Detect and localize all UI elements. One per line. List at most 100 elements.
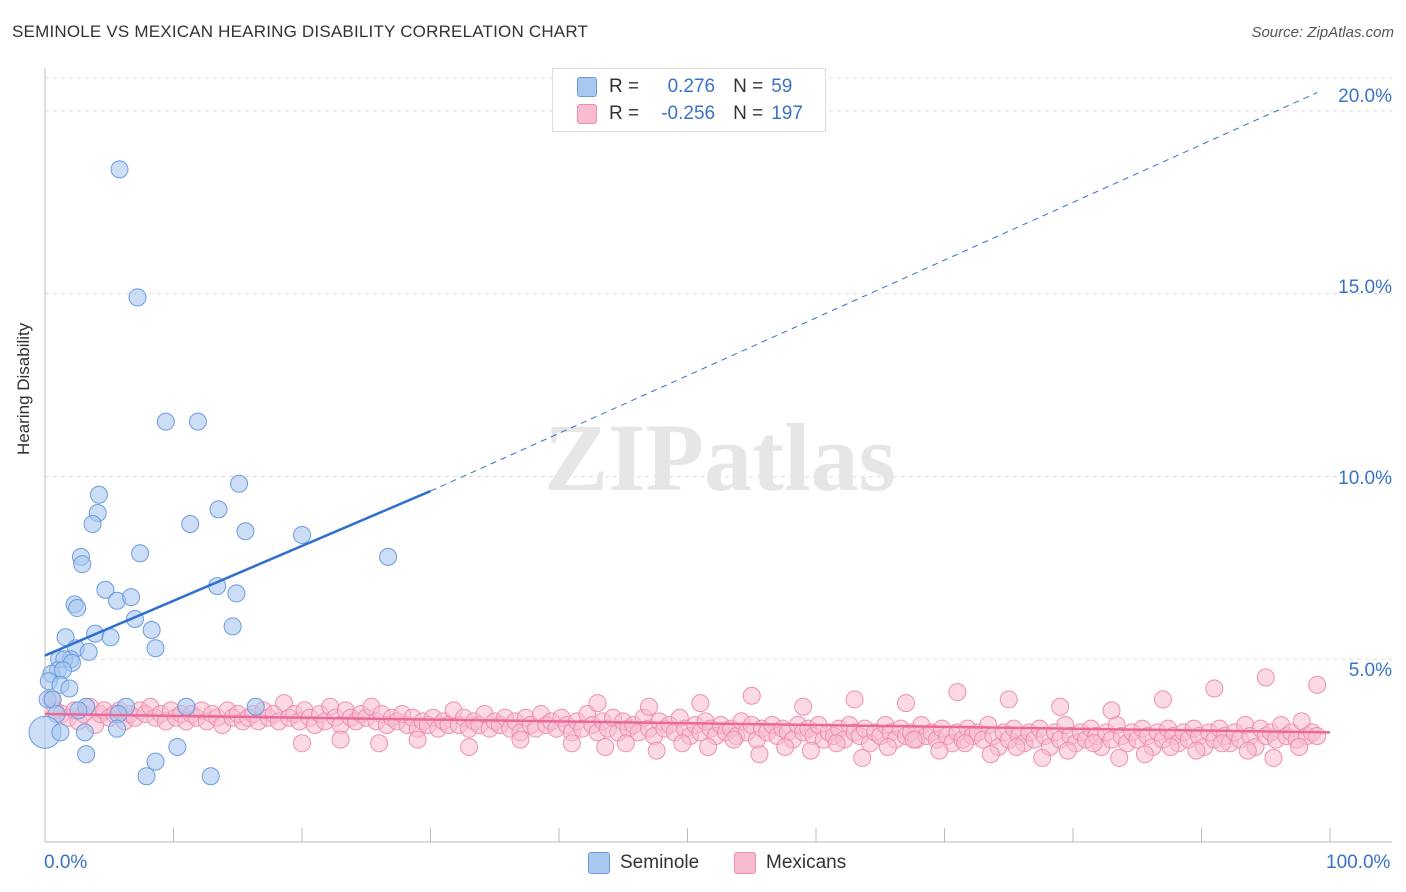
mexicans-point	[1084, 734, 1103, 753]
mexicans-point	[293, 734, 311, 753]
gridlines	[45, 77, 1392, 660]
mexicans-point	[616, 734, 635, 753]
n-value: 59	[771, 76, 793, 97]
mexicans-point	[1007, 737, 1026, 756]
seminole-swatch	[588, 852, 610, 874]
r-label: R =	[609, 103, 640, 124]
mexicans-point	[1213, 734, 1232, 753]
mexicans-point	[1308, 726, 1327, 745]
seminole-point	[131, 544, 150, 563]
mexicans-point	[896, 694, 915, 713]
n-label: N =	[733, 76, 764, 97]
mexicans-point	[1135, 745, 1154, 764]
seminole-point	[137, 767, 156, 786]
mexicans-point	[588, 694, 607, 713]
legend-row-seminole: R = 0.276 N = 59	[577, 75, 792, 99]
mexicans-point	[981, 745, 1000, 764]
y-tick-label-5: 5.0%	[1348, 660, 1392, 681]
seminole-point	[73, 555, 92, 574]
seminole-point	[168, 737, 187, 756]
seminole-point	[60, 679, 79, 698]
seminole-point	[223, 617, 242, 636]
r-value: 0.276	[667, 76, 716, 97]
mexicans-point	[1153, 690, 1172, 709]
seminole-point	[110, 160, 129, 179]
mexicans-point	[408, 730, 427, 749]
mexicans-point	[776, 737, 795, 756]
mexicans-point	[511, 730, 530, 749]
legend-item-seminole[interactable]: Seminole	[588, 852, 699, 874]
seminole-point	[122, 588, 141, 607]
mexicans-point	[647, 741, 666, 760]
y-axis-label: Hearing Disability	[14, 322, 33, 455]
seminole-point	[246, 697, 265, 716]
series-legend: Seminole Mexicans	[0, 852, 1406, 878]
mexicans-point	[853, 748, 872, 767]
y-tick-label-20: 20.0%	[1338, 86, 1392, 107]
mexicans-point	[904, 730, 923, 749]
mexicans-point	[460, 737, 479, 756]
mexicans-point	[1161, 737, 1180, 756]
seminole-point	[77, 745, 96, 764]
mexicans-point	[750, 745, 769, 764]
seminole-point	[201, 767, 220, 786]
seminole-point	[188, 412, 207, 431]
legend-label: Seminole	[620, 852, 700, 873]
mexicans-point	[724, 730, 743, 749]
seminole-trend-extension	[430, 92, 1318, 492]
seminole-point	[293, 525, 311, 544]
y-tick-label-15: 15.0%	[1338, 277, 1392, 298]
mexicans-point	[699, 737, 718, 756]
seminole-point	[51, 723, 70, 742]
mexicans-point	[691, 694, 710, 713]
seminole-point	[83, 514, 102, 533]
seminole-point	[146, 639, 165, 658]
n-value: 197	[771, 103, 803, 124]
mexicans-point	[1058, 741, 1077, 760]
mexicans-point	[1110, 748, 1129, 767]
mexicans-swatch	[734, 852, 756, 874]
seminole-point	[75, 723, 94, 742]
r-label: R =	[609, 76, 640, 97]
seminole-point	[236, 522, 255, 541]
seminole-point	[69, 701, 88, 720]
legend-row-mexicans: R = -0.256 N = 197	[577, 102, 803, 126]
mexicans-point	[1290, 737, 1309, 756]
mexicans-point	[1264, 748, 1283, 767]
mexicans-point	[878, 737, 897, 756]
x-tick-label-max: 100.0%	[1326, 852, 1391, 873]
mexicans-point	[1308, 675, 1327, 694]
chart-title: SEMINOLE VS MEXICAN HEARING DISABILITY C…	[12, 22, 589, 41]
mexicans-point	[596, 737, 615, 756]
seminole-point	[379, 547, 398, 566]
mexicans-point	[794, 697, 813, 716]
seminole-point	[53, 661, 72, 680]
mexicans-point	[1051, 697, 1070, 716]
mexicans-point	[999, 690, 1018, 709]
y-tick-label-10: 10.0%	[1338, 468, 1392, 489]
mexicans-point	[1256, 668, 1275, 687]
mexicans-point	[742, 686, 761, 705]
mexicans-point	[827, 734, 846, 753]
axes	[44, 68, 1392, 843]
mexicans-point	[1102, 701, 1121, 720]
seminole-point	[107, 719, 126, 738]
seminole-point	[227, 584, 246, 603]
mexicans-swatch	[577, 104, 597, 124]
seminole-point	[96, 580, 115, 599]
trend-lines	[44, 92, 1331, 734]
mexicans-point	[370, 734, 389, 753]
mexicans-point	[1238, 741, 1257, 760]
mexicans-trend-line	[44, 712, 1331, 734]
source-label: Source: ZipAtlas.com	[1251, 24, 1394, 41]
r-value: -0.256	[661, 103, 716, 124]
x-tick-label-min: 0.0%	[44, 852, 88, 873]
seminole-point	[142, 620, 161, 639]
mexicans-point	[673, 734, 692, 753]
seminole-trend-line	[44, 489, 431, 657]
seminole-point	[68, 599, 87, 618]
seminole-point	[209, 500, 228, 519]
mexicans-point	[801, 741, 820, 760]
legend-item-mexicans[interactable]: Mexicans	[734, 852, 846, 874]
